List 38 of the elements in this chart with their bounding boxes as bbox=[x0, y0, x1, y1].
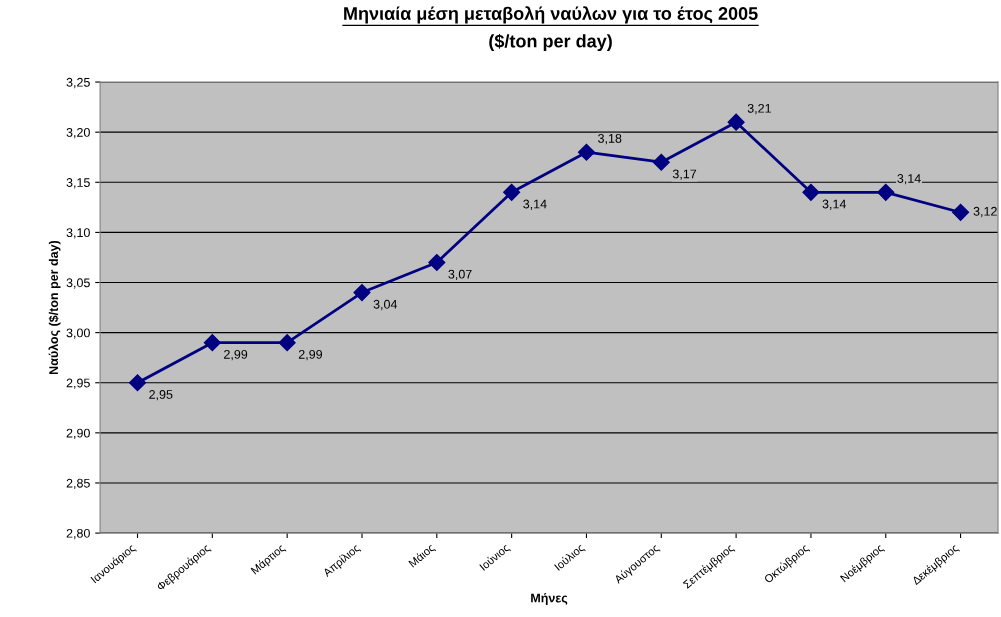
data-label: 3,14 bbox=[822, 199, 847, 210]
data-label: 3,14 bbox=[897, 174, 921, 185]
y-tick-label: 3,25 bbox=[66, 77, 90, 89]
point bbox=[802, 183, 820, 201]
data-label: 3,21 bbox=[747, 103, 771, 115]
x-axis-title: Μήνες bbox=[531, 593, 568, 605]
point bbox=[428, 253, 446, 272]
data-label: 3,12 bbox=[973, 206, 997, 218]
data-label: 3,04 bbox=[373, 299, 398, 311]
y-tick-label: 3,00 bbox=[66, 328, 90, 339]
y-tick-label: 3,05 bbox=[66, 278, 90, 289]
y-tick-label: 3,15 bbox=[66, 178, 90, 189]
data-label: 3,18 bbox=[598, 133, 622, 145]
point bbox=[128, 374, 147, 392]
point bbox=[278, 334, 296, 352]
point bbox=[652, 153, 670, 171]
data-label: 3,07 bbox=[448, 269, 472, 281]
data-label: 3,14 bbox=[523, 199, 547, 210]
y-tick-label: 2,85 bbox=[66, 478, 90, 490]
y-tick-label: 2,95 bbox=[66, 378, 90, 389]
chart-subtitle: ($/ton per day) bbox=[489, 33, 612, 52]
point bbox=[952, 203, 970, 221]
point bbox=[727, 113, 745, 131]
data-label: 2,99 bbox=[298, 349, 323, 361]
data-label: 3,17 bbox=[672, 169, 697, 180]
data-label: 2,95 bbox=[149, 390, 173, 401]
point bbox=[503, 183, 521, 201]
chart-title: Μηνιαία μέση μεταβολή ναύλων για το έτος 2005 bbox=[344, 6, 758, 24]
point bbox=[353, 283, 371, 302]
data-label: 2,99 bbox=[224, 349, 248, 361]
y-tick-label: 2,80 bbox=[66, 528, 90, 540]
point bbox=[203, 334, 221, 352]
point bbox=[877, 183, 895, 201]
y-axis-title: Ναύλος ($/ton per day) bbox=[48, 240, 61, 374]
point bbox=[577, 143, 596, 161]
y-tick-label: 3,10 bbox=[66, 228, 90, 239]
y-tick-label: 2,90 bbox=[66, 428, 90, 439]
y-tick-label: 3,20 bbox=[66, 127, 90, 139]
